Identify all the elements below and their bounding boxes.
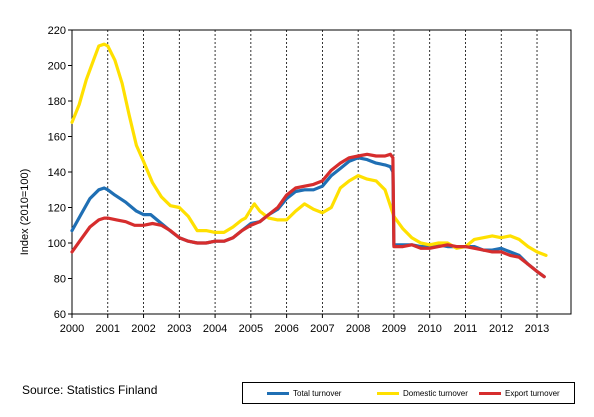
x-tick-label-2008: 2008: [346, 323, 370, 335]
x-tick-label-2010: 2010: [417, 323, 441, 335]
series-lines: [70, 42, 548, 279]
legend-label-domestic: Domestic turnover: [403, 388, 468, 398]
x-tick-label-2003: 2003: [167, 323, 191, 335]
x-tick-label-2007: 2007: [310, 323, 334, 335]
x-tick-label-2009: 2009: [382, 323, 406, 335]
y-tick-label-200: 200: [48, 61, 66, 73]
legend-label-export: Export turnover: [505, 388, 560, 398]
x-tick-label-2002: 2002: [131, 323, 155, 335]
source-note: Source: Statistics Finland: [22, 383, 158, 397]
x-tick-label-2001: 2001: [96, 323, 120, 335]
y-tick-label-220: 220: [48, 25, 66, 37]
legend-item-total: Total turnover: [267, 383, 341, 403]
y-tick-label-80: 80: [54, 274, 66, 286]
legend-swatch-total: [267, 391, 289, 395]
series-line-export-turnover: [70, 152, 546, 279]
x-tick-label-2000: 2000: [60, 323, 84, 335]
axes: 60 80 100 120 140 160 180 200 220 2000 2001 2002 200…: [48, 25, 572, 335]
y-axis-label: Index (2010=100): [19, 169, 31, 256]
legend-item-domestic: Domestic turnover: [377, 383, 468, 403]
x-tick-label-2004: 2004: [203, 323, 227, 335]
legend: Total turnover Domestic turnover Export …: [242, 382, 575, 404]
y-tick-label-180: 180: [48, 96, 66, 108]
y-tick-label-120: 120: [48, 203, 66, 215]
series-line-total-turnover: [70, 156, 546, 279]
legend-swatch-export: [479, 391, 501, 395]
legend-swatch-domestic: [377, 391, 399, 395]
x-tick-label-2006: 2006: [274, 323, 298, 335]
y-tick-label-140: 140: [48, 167, 66, 179]
y-tick-label-60: 60: [54, 309, 66, 321]
x-tick-label-2013: 2013: [525, 323, 549, 335]
grid-lines: [107, 30, 538, 314]
y-tick-label-160: 160: [48, 132, 66, 144]
x-tick-label-2012: 2012: [489, 323, 513, 335]
legend-label-total: Total turnover: [293, 388, 342, 398]
x-tick-label-2011: 2011: [454, 323, 478, 335]
x-tick-label-2005: 2005: [239, 323, 263, 335]
y-tick-label-100: 100: [48, 238, 66, 250]
legend-item-export: Export turnover: [479, 383, 560, 403]
